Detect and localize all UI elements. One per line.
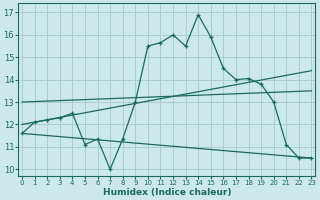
X-axis label: Humidex (Indice chaleur): Humidex (Indice chaleur) [102, 188, 231, 197]
